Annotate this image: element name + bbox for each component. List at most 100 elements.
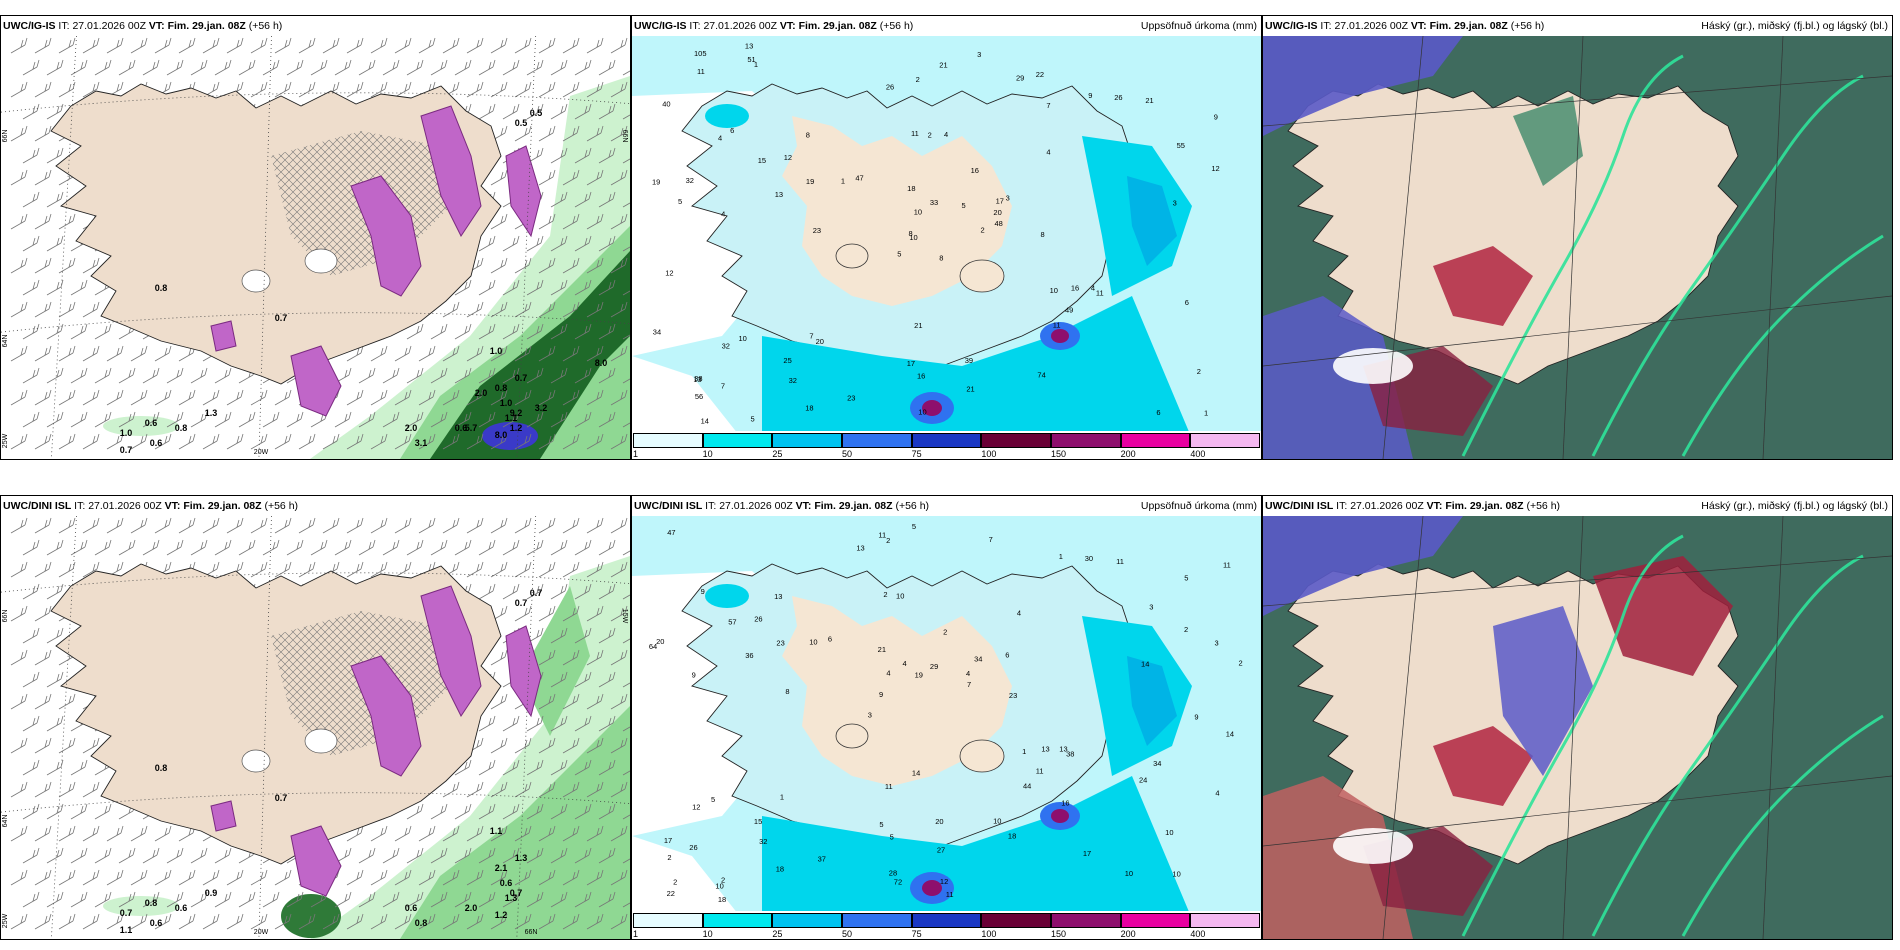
wind-barb (178, 37, 196, 54)
station-value: 26 (689, 843, 697, 852)
wind-barb (442, 913, 460, 930)
wind-barb (22, 847, 40, 864)
wind-barb (550, 235, 568, 252)
wind-barb (622, 770, 630, 776)
wind-barb (34, 561, 52, 578)
wind-barb (478, 59, 496, 76)
lead-time: (+56 h) (1526, 500, 1561, 512)
glacier (241, 749, 271, 773)
wind-barb (562, 301, 580, 318)
wind-barb (22, 235, 40, 252)
station-value: 4 (966, 669, 970, 678)
station-value: 36 (745, 651, 753, 660)
wind-barb (226, 869, 244, 886)
init-time: 27.01.2026 00Z (703, 20, 777, 32)
wind-barb (454, 411, 472, 428)
wind-barb (82, 781, 100, 798)
wind-barb (10, 433, 28, 450)
wind-barb (394, 433, 412, 450)
wind-barb (46, 539, 64, 556)
wind-barb (586, 37, 604, 54)
wind-precip-map[interactable]: 0.5 0.5 0.8 0.6 1.0 0.8 1.3 0.7 0.6 1.0 0.8 0.7 2.0 3… (1, 36, 630, 459)
station-value: 21 (966, 384, 974, 393)
wind-precip-map[interactable]: 0.7 0.7 0.8 0.8 0.7 0.6 0.9 1.1 0.6 1.1 2.1 0.7 0.6 0… (1, 516, 630, 939)
wind-barb (358, 411, 376, 428)
station-value: 2 (886, 536, 890, 545)
wind-barb (58, 301, 76, 318)
wind-barb (394, 37, 412, 54)
station-value: 22 (667, 889, 675, 898)
station-value: 9 (692, 670, 696, 679)
accumulated-precip-map[interactable]: 10 9 5 3 4 2 2 2 5 6 2 32 10 34 38 9 2 2 1 2 9 5 4 13 1 1 10 10 13 11… (632, 516, 1261, 919)
wind-barb (550, 891, 568, 908)
wind-barb (154, 37, 172, 54)
value-label: 3.2 (535, 403, 548, 413)
station-value: 5 (1184, 574, 1188, 583)
wind-barb (550, 803, 568, 820)
wind-barb (574, 367, 592, 384)
cloud-cover-map[interactable] (1263, 36, 1892, 459)
low-cloud (1433, 726, 1533, 806)
wind-barb (142, 847, 160, 864)
wind-barb (82, 913, 100, 930)
station-value: 2 (916, 75, 920, 84)
wind-barb (286, 891, 304, 908)
station-value: 17 (1083, 849, 1091, 858)
wind-barb (610, 125, 628, 142)
wind-barb (610, 869, 628, 886)
wind-barb (22, 627, 40, 644)
wind-barb (610, 389, 628, 406)
wind-barb (10, 869, 28, 886)
station-value: 3 (1006, 193, 1010, 202)
wind-barb (502, 803, 520, 820)
station-value: 3 (1215, 638, 1219, 647)
wind-barb (550, 671, 568, 688)
wind-barb (298, 517, 316, 534)
wind-barb (502, 367, 520, 384)
axis-label: 25W (2, 913, 9, 928)
precip-area-light (103, 416, 179, 436)
wind-barb (34, 781, 52, 798)
lead-time: (+56 h) (895, 500, 930, 512)
wind-barb (574, 103, 592, 120)
wind-barb (586, 169, 604, 186)
station-value: 2 (1239, 658, 1243, 667)
wind-barb (586, 301, 604, 318)
wind-barb (130, 517, 148, 534)
wind-barb (310, 539, 328, 556)
wind-barb (274, 913, 292, 930)
wind-barb (34, 605, 52, 622)
wind-barb (514, 301, 532, 318)
station-value: 4 (902, 659, 906, 668)
accumulated-precip-map[interactable]: 8 4 10 38 17 20 22 4 7 2 1 1 4 9 5 4 5 11 16 10 47 56 32 2 3 11 6 2… (632, 36, 1261, 439)
wind-barb (562, 37, 580, 54)
wind-barb (406, 539, 424, 556)
station-value: 27 (937, 845, 945, 854)
vt-label: VT: (148, 20, 165, 32)
station-value: 5 (890, 833, 894, 842)
wind-barb (142, 367, 160, 384)
wind-barb (10, 213, 28, 230)
wind-barb (46, 411, 64, 428)
wind-barb (514, 81, 532, 98)
value-label: 1.2 (495, 910, 508, 920)
wind-barb (358, 891, 376, 908)
wind-barb (610, 649, 628, 666)
cloud-cover-map[interactable] (1263, 516, 1892, 939)
wind-barb (22, 147, 40, 164)
wind-barb (454, 323, 472, 340)
wind-barb (574, 627, 592, 644)
value-label: 0.7 (515, 373, 528, 383)
wind-barb (34, 345, 52, 362)
wind-barb (370, 825, 388, 842)
value-label: 0.8 (155, 283, 168, 293)
station-value: 19 (915, 670, 923, 679)
wind-barb (10, 81, 28, 98)
wind-barb (70, 539, 88, 556)
lead-time: (+56 h) (1510, 20, 1545, 32)
station-value: 8 (806, 131, 810, 140)
precip-band (420, 585, 482, 717)
wind-barb (202, 869, 220, 886)
longitude-line (1562, 36, 1584, 459)
station-value: 11 (1223, 561, 1231, 570)
